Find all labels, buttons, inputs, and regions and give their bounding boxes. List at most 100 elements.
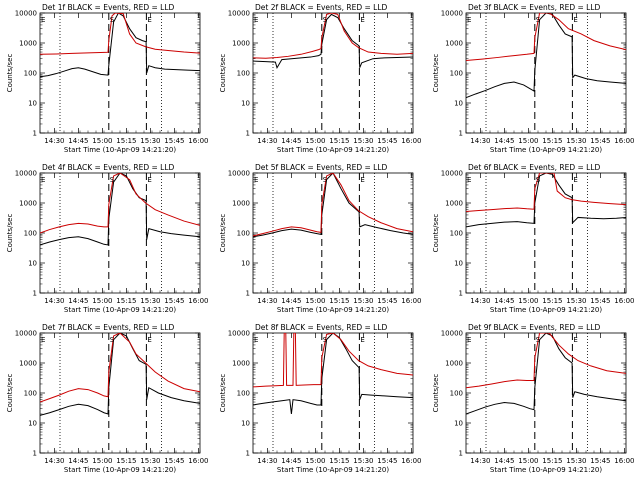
y-tick-label: 1000 [232, 40, 250, 48]
y-tick-label: 10 [28, 420, 37, 428]
x-tick-label: 14:30 [44, 137, 64, 145]
y-tick-label: 10 [454, 420, 463, 428]
x-tick-label: 14:30 [257, 137, 277, 145]
x-tick-label: 15:00 [92, 297, 112, 305]
y-tick-label: 10000 [228, 170, 250, 178]
x-tick-label: 15:45 [590, 457, 610, 465]
y-tick-label: 1000 [19, 40, 37, 48]
y-tick-label: 1 [459, 450, 463, 458]
y-tick-label: 10000 [228, 330, 250, 338]
x-axis-label: Start Time (10-Apr-09 14:21:20) [490, 146, 602, 154]
lld-series-line [466, 13, 626, 62]
x-tick-label: 15:45 [164, 457, 184, 465]
x-axis-label: Start Time (10-Apr-09 14:21:20) [277, 306, 389, 314]
flag-label: E [147, 176, 151, 184]
x-tick-label: 14:45 [68, 457, 88, 465]
events-series-line [466, 333, 626, 415]
flag-label: S [323, 16, 328, 24]
y-tick-label: 100 [450, 70, 463, 78]
lld-series-line [253, 13, 413, 59]
panel-8: Det 8f BLACK = Events, RED = LLD 1 10 100 10… [219, 323, 421, 474]
lld-series-line [466, 333, 626, 389]
x-tick-label: 16:00 [188, 137, 208, 145]
x-tick-label: 15:30 [353, 297, 373, 305]
panel-title: Det 3f BLACK = Events, RED = LLD [468, 3, 601, 12]
events-series-line [253, 333, 413, 415]
x-tick-label: 15:30 [353, 457, 373, 465]
x-tick-label: 15:00 [518, 297, 538, 305]
events-series-line [40, 173, 200, 246]
y-tick-label: 10 [454, 100, 463, 108]
x-tick-label: 15:30 [566, 297, 586, 305]
x-tick-label: 14:30 [257, 297, 277, 305]
x-tick-label: 16:00 [401, 137, 421, 145]
x-tick-label: 16:00 [614, 137, 634, 145]
flag-label: E [41, 336, 45, 344]
x-tick-label: 15:45 [377, 297, 397, 305]
y-tick-label: 1 [459, 130, 463, 138]
y-tick-label: 1000 [19, 360, 37, 368]
flag-label: E [254, 176, 258, 184]
x-tick-label: 16:00 [614, 297, 634, 305]
flag-label: E [360, 16, 364, 24]
panel-9: Det 9f BLACK = Events, RED = LLD 1 10 100 10… [432, 323, 634, 474]
y-tick-label: 10000 [441, 330, 463, 338]
x-tick-label: 15:15 [329, 297, 349, 305]
x-tick-label: 14:45 [281, 137, 301, 145]
panel-5: Det 5f BLACK = Events, RED = LLD 1 10 100 10… [219, 163, 421, 314]
y-tick-label: 100 [237, 70, 250, 78]
panel-frame [39, 172, 201, 294]
y-tick-label: 10000 [15, 10, 37, 18]
x-tick-label: 15:30 [140, 137, 160, 145]
y-tick-label: 1 [459, 290, 463, 298]
panel-frame [465, 12, 627, 134]
events-series-line [253, 13, 413, 69]
y-tick-label: 1000 [232, 360, 250, 368]
y-tick-label: 10000 [441, 170, 463, 178]
flag-label: E [254, 16, 258, 24]
y-tick-label: 100 [237, 230, 250, 238]
x-tick-label: 16:00 [188, 457, 208, 465]
flag-label: E [573, 336, 577, 344]
y-tick-label: 1000 [445, 200, 463, 208]
events-series-line [40, 333, 200, 416]
x-tick-label: 15:00 [92, 457, 112, 465]
flag-label: S [110, 336, 115, 344]
y-axis-label: Counts/sec [432, 54, 440, 93]
flag-label: E [467, 176, 471, 184]
panel-title: Det 2f BLACK = Events, RED = LLD [255, 3, 388, 12]
y-tick-label: 10000 [15, 330, 37, 338]
x-axis-label: Start Time (10-Apr-09 14:21:20) [64, 146, 176, 154]
flag-label: S [536, 16, 541, 24]
y-tick-label: 100 [450, 390, 463, 398]
x-tick-label: 15:00 [92, 137, 112, 145]
flag-label: S [323, 336, 328, 344]
x-tick-label: 14:30 [44, 457, 64, 465]
x-tick-label: 15:30 [140, 457, 160, 465]
x-tick-label: 16:00 [188, 297, 208, 305]
lld-series-line [40, 13, 200, 55]
flag-label: E [573, 176, 577, 184]
panel-frame [252, 172, 414, 294]
y-tick-label: 1 [33, 290, 37, 298]
events-series-line [253, 173, 413, 238]
panel-frame [252, 332, 414, 454]
flag-label: E [41, 16, 45, 24]
x-axis-label: Start Time (10-Apr-09 14:21:20) [64, 466, 176, 474]
x-axis-label: Start Time (10-Apr-09 14:21:20) [64, 306, 176, 314]
y-tick-label: 1000 [232, 200, 250, 208]
x-tick-label: 14:30 [470, 137, 490, 145]
x-tick-label: 15:15 [329, 457, 349, 465]
x-tick-label: 15:30 [566, 457, 586, 465]
y-tick-label: 1 [246, 290, 250, 298]
x-tick-label: 14:45 [281, 297, 301, 305]
flag-label: S [110, 16, 115, 24]
x-tick-label: 15:15 [116, 137, 136, 145]
x-tick-label: 15:15 [542, 137, 562, 145]
y-tick-label: 1 [246, 130, 250, 138]
x-tick-label: 16:00 [614, 457, 634, 465]
y-tick-label: 100 [24, 230, 37, 238]
x-tick-label: 14:30 [257, 457, 277, 465]
flag-label: E [467, 336, 471, 344]
panel-6: Det 6f BLACK = Events, RED = LLD 1 10 100 10… [432, 163, 634, 314]
